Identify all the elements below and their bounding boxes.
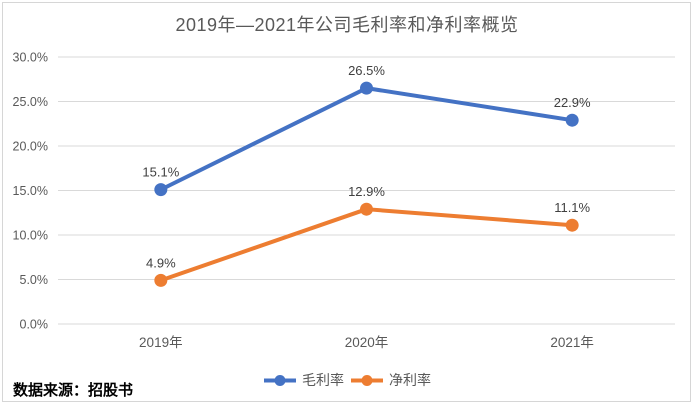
data-point xyxy=(565,113,579,127)
data-point xyxy=(360,81,373,95)
legend-label: 毛利率 xyxy=(302,372,344,388)
x-tick-label: 2021年 xyxy=(550,335,594,350)
y-tick-label: 30.0% xyxy=(13,51,48,65)
data-point xyxy=(154,273,168,287)
series-line xyxy=(158,207,575,283)
data-point xyxy=(154,183,168,197)
data-label: 12.9% xyxy=(348,184,385,199)
data-point xyxy=(565,218,579,232)
data-label: 15.1% xyxy=(142,165,179,180)
y-tick-label: 0.0% xyxy=(20,318,49,332)
legend-item-net-margin: 净利率 xyxy=(350,370,431,390)
legend-item-gross-margin: 毛利率 xyxy=(263,370,344,390)
data-label: 11.1% xyxy=(554,200,590,215)
y-tick-label: 10.0% xyxy=(13,229,48,243)
legend-line-marker-icon xyxy=(264,374,296,386)
data-label: 26.5% xyxy=(348,63,385,78)
data-point xyxy=(360,202,373,216)
y-tick-label: 5.0% xyxy=(20,273,49,287)
data-label: 4.9% xyxy=(146,255,176,270)
chart-title: 2019年—2021年公司毛利率和净利率概览 xyxy=(175,15,519,35)
x-tick-label: 2020年 xyxy=(345,335,389,350)
legend-line-marker-icon xyxy=(351,374,383,386)
source-note: 数据来源：招股书 xyxy=(13,382,134,399)
y-tick-label: 20.0% xyxy=(13,140,48,154)
legend-label: 净利率 xyxy=(389,372,431,388)
y-tick-label: 25.0% xyxy=(13,95,48,109)
legend: 毛利率 净利率 xyxy=(0,371,694,389)
data-label: 22.9% xyxy=(554,95,591,110)
y-tick-label: 15.0% xyxy=(13,184,48,198)
x-tick-label: 2019年 xyxy=(139,335,183,350)
series-line xyxy=(158,86,575,192)
